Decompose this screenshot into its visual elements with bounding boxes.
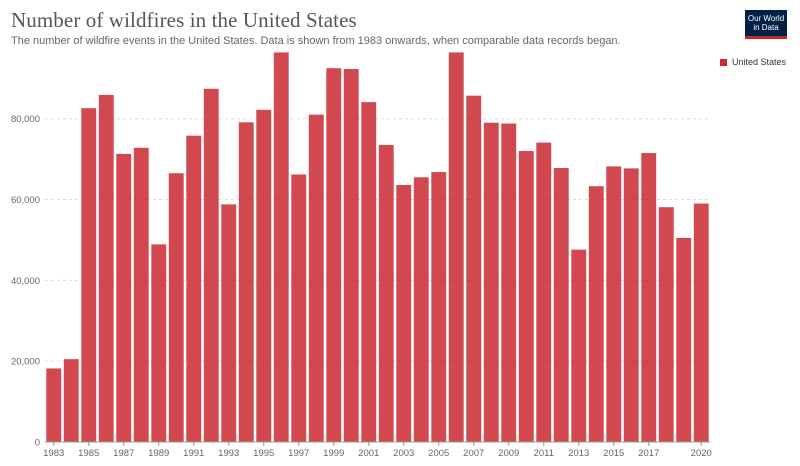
bar-1989[interactable] bbox=[151, 244, 167, 442]
bar-1997[interactable] bbox=[291, 174, 307, 442]
bar-1991[interactable] bbox=[186, 135, 202, 443]
bar-2000[interactable] bbox=[343, 68, 359, 443]
bar-2015[interactable] bbox=[606, 166, 622, 442]
y-tick-label: 40,000 bbox=[11, 276, 40, 287]
bar-1993[interactable] bbox=[221, 204, 237, 442]
x-tick-label-2007: 2007 bbox=[463, 448, 484, 459]
y-tick-label: 20,000 bbox=[11, 357, 40, 368]
legend-label-united-states: United States bbox=[732, 57, 787, 67]
bar-1985[interactable] bbox=[81, 108, 97, 442]
x-tick-label-2001: 2001 bbox=[358, 448, 379, 459]
bar-1988[interactable] bbox=[133, 147, 149, 443]
x-tick-label-2020: 2020 bbox=[691, 448, 712, 459]
bar-2006[interactable] bbox=[448, 52, 464, 443]
bar-1994[interactable] bbox=[238, 122, 254, 442]
bar-2002[interactable] bbox=[378, 144, 394, 442]
legend[interactable]: United States bbox=[720, 57, 786, 67]
bar-2003[interactable] bbox=[396, 184, 412, 443]
x-tick-label-2015: 2015 bbox=[603, 448, 624, 459]
bar-1996[interactable] bbox=[273, 52, 289, 443]
bar-2020[interactable] bbox=[693, 203, 709, 442]
bar-1999[interactable] bbox=[326, 68, 342, 442]
bar-1992[interactable] bbox=[203, 88, 219, 443]
logo-line-2: in Data bbox=[753, 23, 779, 32]
x-tick-label-1999: 1999 bbox=[323, 448, 344, 459]
bar-2014[interactable] bbox=[588, 186, 604, 442]
legend-swatch bbox=[720, 58, 727, 66]
bar-2011[interactable] bbox=[536, 142, 552, 443]
chart-subtitle: The number of wildfire events in the Uni… bbox=[11, 35, 621, 47]
bar-1987[interactable] bbox=[116, 153, 132, 443]
x-tick-label-2003: 2003 bbox=[393, 448, 414, 459]
x-tick-label-1993: 1993 bbox=[218, 448, 239, 459]
x-tick-label-1991: 1991 bbox=[183, 448, 204, 459]
x-axis-ticks: 1983 1985 1987 1989 1991 1993 1995 1997 1999 2001… bbox=[43, 442, 712, 459]
bar-2010[interactable] bbox=[518, 151, 534, 442]
bar-2017[interactable] bbox=[641, 153, 657, 443]
bar-1995[interactable] bbox=[256, 109, 272, 442]
owid-logo[interactable]: Our World in Data bbox=[745, 10, 787, 39]
bar-1986[interactable] bbox=[98, 94, 114, 443]
x-tick-label-2011: 2011 bbox=[534, 448, 554, 459]
x-tick-label-2005: 2005 bbox=[428, 448, 449, 459]
x-tick-label-1987: 1987 bbox=[113, 448, 134, 459]
logo-line-1: Our World bbox=[747, 14, 785, 23]
y-tick-label: 60,000 bbox=[11, 195, 40, 206]
x-tick-label-1985: 1985 bbox=[78, 448, 99, 459]
bar-2007[interactable] bbox=[466, 95, 482, 443]
bar-2012[interactable] bbox=[553, 168, 569, 442]
y-tick-label: 0 bbox=[35, 438, 40, 449]
bar-2001[interactable] bbox=[361, 102, 377, 442]
bar-2019[interactable] bbox=[676, 237, 692, 442]
bars bbox=[46, 52, 709, 443]
bar-2009[interactable] bbox=[501, 123, 517, 443]
bar-2004[interactable] bbox=[413, 177, 429, 443]
x-tick-label-2009: 2009 bbox=[498, 448, 519, 459]
bar-1998[interactable] bbox=[308, 114, 324, 442]
y-tick-label: 80,000 bbox=[11, 114, 40, 125]
x-tick-label-1983: 1983 bbox=[43, 448, 64, 459]
bar-2013[interactable] bbox=[571, 249, 587, 442]
x-tick-label-2013: 2013 bbox=[568, 448, 589, 459]
bar-2016[interactable] bbox=[623, 168, 639, 442]
bar-1983[interactable] bbox=[46, 368, 62, 442]
x-tick-label-1989: 1989 bbox=[148, 448, 169, 459]
bar-2008[interactable] bbox=[483, 122, 499, 443]
bar-1984[interactable] bbox=[63, 359, 79, 442]
bar-2005[interactable] bbox=[431, 172, 447, 443]
x-tick-label-2017: 2017 bbox=[638, 448, 659, 459]
bar-2018[interactable] bbox=[658, 207, 674, 442]
x-tick-label-1995: 1995 bbox=[253, 448, 274, 459]
y-axis-labels: 0 20,000 40,000 60,000 80,000 bbox=[11, 114, 40, 448]
bar-1990[interactable] bbox=[168, 173, 184, 442]
x-tick-label-1997: 1997 bbox=[288, 448, 309, 459]
chart-title: Number of wildfires in the United States bbox=[11, 8, 357, 32]
